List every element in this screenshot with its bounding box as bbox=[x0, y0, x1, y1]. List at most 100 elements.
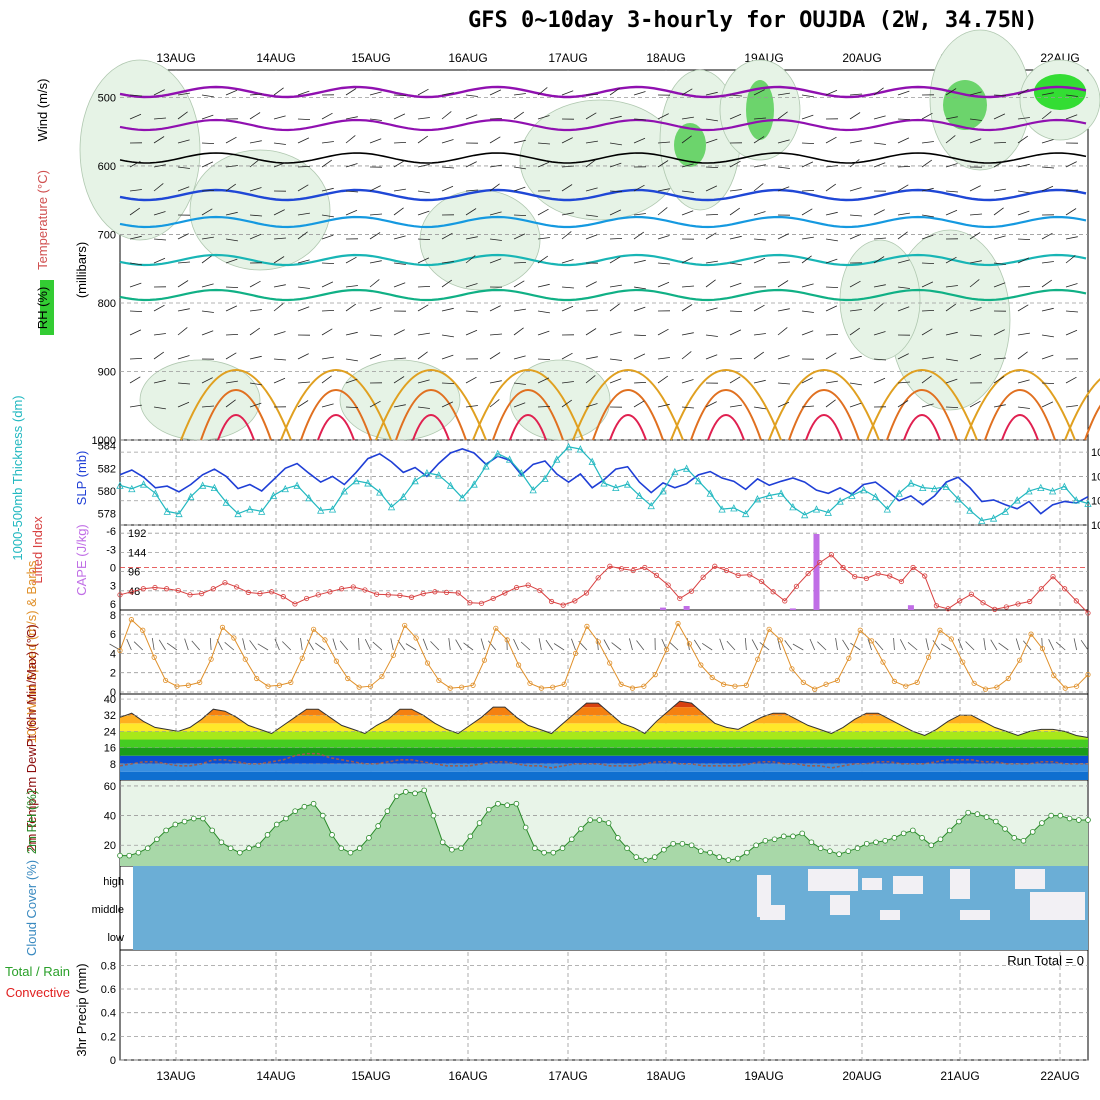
lifted-index-point bbox=[350, 584, 356, 590]
wind-barb bbox=[993, 188, 1006, 192]
wind10-barb bbox=[611, 642, 622, 651]
wind-barb bbox=[201, 330, 214, 336]
rh2m-point bbox=[412, 790, 418, 797]
wind-barb bbox=[441, 185, 454, 192]
wind-barb bbox=[801, 283, 814, 288]
date-tick-bottom: 14AUG bbox=[256, 1069, 295, 1083]
thickness-point bbox=[706, 489, 714, 497]
wind-barb bbox=[441, 401, 454, 408]
wind-barb bbox=[801, 161, 814, 168]
wind-barb bbox=[945, 88, 957, 96]
wind-barb bbox=[633, 91, 646, 96]
lifted-index-point bbox=[595, 575, 601, 581]
wind-barb bbox=[825, 352, 837, 360]
isotherm-line bbox=[119, 118, 1087, 132]
rh2m-point bbox=[1057, 812, 1064, 819]
lifted-index-point bbox=[875, 570, 881, 577]
wind-barb bbox=[921, 214, 934, 218]
wind10-point bbox=[1039, 645, 1046, 652]
thickness-point bbox=[954, 495, 962, 503]
rh2m-point bbox=[734, 855, 741, 862]
wind-barb bbox=[249, 233, 262, 240]
wind-barb bbox=[921, 281, 934, 288]
wind-barb bbox=[417, 163, 430, 168]
wind10-barb bbox=[315, 642, 326, 651]
wind-barb bbox=[801, 330, 814, 336]
wind-barb bbox=[585, 94, 599, 96]
thickness-point bbox=[671, 467, 679, 476]
wind10-point bbox=[185, 682, 191, 688]
wind-barb bbox=[1065, 161, 1077, 168]
lifted-index-point bbox=[397, 592, 403, 599]
wind10-barb bbox=[965, 641, 975, 651]
wind-barb bbox=[897, 166, 911, 168]
wind-barb bbox=[729, 262, 742, 266]
wind-barb bbox=[465, 310, 479, 313]
wind-barb bbox=[753, 257, 766, 264]
rh2m-point bbox=[965, 809, 971, 816]
rh-shading-high bbox=[943, 80, 987, 130]
wind-barb bbox=[321, 159, 333, 168]
rh2m-point bbox=[1085, 817, 1091, 823]
wind-barb bbox=[465, 255, 476, 264]
wind-barb bbox=[849, 382, 862, 386]
lifted-index-point bbox=[432, 589, 438, 595]
wind10-barb bbox=[274, 638, 280, 651]
temp-band bbox=[120, 715, 1088, 724]
rh2m-point bbox=[495, 800, 501, 807]
wind-barb bbox=[297, 184, 309, 192]
wind10-point bbox=[800, 679, 806, 685]
wind10-barb bbox=[463, 642, 474, 651]
thickness-point bbox=[1060, 482, 1069, 490]
wind10-barb bbox=[224, 641, 235, 651]
wind-barb bbox=[393, 207, 404, 216]
wind-barb bbox=[561, 399, 573, 408]
wind-barb bbox=[753, 333, 766, 336]
lifted-index-line bbox=[119, 554, 1089, 614]
lifted-index-point bbox=[502, 590, 508, 596]
wind10-barb bbox=[430, 641, 440, 651]
wind-barb bbox=[1065, 236, 1078, 240]
isotherm-arc-30 bbox=[592, 389, 664, 441]
rh2m-point bbox=[679, 840, 686, 847]
wind-barb bbox=[513, 308, 526, 312]
rh2m-point bbox=[707, 849, 713, 856]
rh2m-point bbox=[485, 806, 492, 813]
rh2m-tick: 20 bbox=[104, 840, 116, 852]
wind-barb bbox=[321, 310, 335, 312]
wind-barb bbox=[1017, 406, 1030, 409]
wind-barb bbox=[969, 91, 982, 96]
thickness-point bbox=[919, 483, 927, 491]
wind-barb bbox=[441, 92, 454, 96]
isotherm-arc-35 bbox=[317, 414, 355, 441]
wind-barb bbox=[945, 331, 958, 336]
wind-barb bbox=[321, 214, 334, 218]
rh2m-point bbox=[605, 820, 612, 826]
wind-barb bbox=[345, 116, 358, 120]
wind-barb bbox=[513, 233, 526, 240]
thickness-point bbox=[187, 492, 195, 501]
wind-barb bbox=[969, 213, 983, 216]
wind-barb bbox=[705, 185, 718, 192]
cloud-block bbox=[893, 876, 923, 894]
wind-barb bbox=[177, 308, 190, 312]
wind-barb bbox=[1065, 405, 1078, 408]
wind10-barb bbox=[629, 638, 633, 651]
wind-barb bbox=[849, 214, 863, 217]
wind10-barb bbox=[983, 638, 986, 651]
wind-barb bbox=[393, 376, 405, 384]
wind-barb bbox=[1065, 94, 1078, 97]
wind10-axis-label: 10m Wind Speed (m/s) & Barbs bbox=[24, 560, 39, 743]
rh2m-point bbox=[910, 827, 916, 834]
thickness-point bbox=[305, 493, 313, 502]
wind10-barb bbox=[553, 643, 565, 651]
wind-barb bbox=[153, 117, 167, 120]
wind-barb bbox=[969, 279, 980, 288]
thickness-point bbox=[1001, 507, 1010, 515]
rh2m-point bbox=[1066, 815, 1073, 822]
wind-barb bbox=[273, 142, 286, 145]
wind-barb bbox=[369, 232, 381, 240]
thickness-point bbox=[210, 483, 219, 491]
wind10-point bbox=[1017, 657, 1023, 663]
wind-barb bbox=[465, 405, 478, 408]
